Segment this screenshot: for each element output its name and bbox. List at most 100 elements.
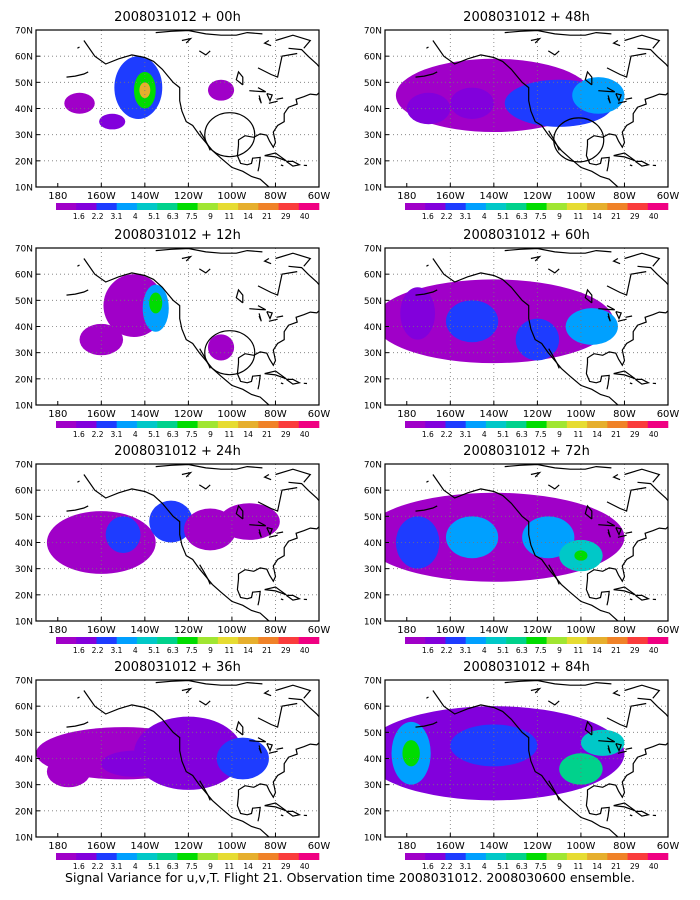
coastline bbox=[584, 70, 593, 86]
colorbar-label: 4 bbox=[133, 862, 138, 870]
colorbar-swatch bbox=[177, 421, 198, 428]
coastline bbox=[415, 289, 438, 296]
colorbar-swatch bbox=[177, 637, 198, 644]
coastline bbox=[328, 89, 335, 90]
colorbar-label: 6.3 bbox=[516, 862, 528, 870]
coastline bbox=[617, 100, 627, 104]
xtick-label: 100W bbox=[566, 191, 595, 202]
coastline bbox=[266, 527, 274, 537]
coastline bbox=[235, 504, 244, 520]
coastline bbox=[584, 504, 593, 520]
coastline bbox=[426, 46, 429, 49]
colorbar-swatch bbox=[607, 637, 628, 644]
plot-area bbox=[385, 680, 668, 837]
colorbar-label: 7.5 bbox=[186, 212, 198, 221]
coastline bbox=[288, 47, 319, 68]
xtick-label: 80W bbox=[264, 409, 287, 420]
plot-area bbox=[36, 464, 319, 621]
coastline bbox=[629, 382, 633, 385]
coastline bbox=[83, 40, 270, 187]
colorbar-swatch bbox=[425, 421, 446, 428]
panel-5: 2008031012 + 60h 10N 20N 30N 40N 50N 60N 70N 180… bbox=[364, 228, 680, 439]
ytick-label: 20N bbox=[15, 157, 33, 167]
colorbar-swatch bbox=[157, 203, 178, 210]
colorbar-swatch bbox=[627, 853, 649, 860]
coastline bbox=[268, 534, 278, 538]
xtick-label: 80W bbox=[613, 625, 636, 636]
coastline bbox=[629, 814, 633, 817]
colorbar-label: 9 bbox=[208, 646, 213, 655]
colorbar-label: 11 bbox=[574, 430, 584, 439]
ytick-label: 20N bbox=[364, 375, 382, 385]
colorbar-swatch bbox=[278, 421, 300, 428]
colorbar-label: 7.5 bbox=[186, 646, 198, 655]
colorbar-swatch bbox=[587, 203, 608, 210]
colorbar-swatch bbox=[116, 203, 138, 210]
panel-2: 2008031012 + 24h 10N 20N 30N 40N 50N 60N 70N 180… bbox=[15, 444, 331, 655]
variance-contour bbox=[574, 550, 588, 561]
colorbar-label: 21 bbox=[262, 862, 272, 870]
colorbar-swatch bbox=[217, 853, 239, 860]
coastline bbox=[607, 313, 611, 322]
variance-contour bbox=[218, 503, 280, 540]
colorbar-label: 21 bbox=[611, 862, 621, 870]
coastline bbox=[181, 471, 193, 478]
coastline bbox=[415, 71, 438, 78]
colorbar-label: 7.5 bbox=[535, 212, 547, 221]
colorbar-swatch bbox=[566, 853, 588, 860]
coastline bbox=[285, 378, 302, 385]
coastline bbox=[257, 52, 298, 78]
xtick-label: 140W bbox=[130, 409, 159, 420]
xtick-label: 60W bbox=[308, 191, 331, 202]
colorbar-swatch bbox=[177, 853, 198, 860]
coastline bbox=[615, 527, 623, 537]
colorbar-swatch bbox=[485, 853, 507, 860]
colorbar-label: 2.2 bbox=[441, 646, 453, 655]
colorbar-label: 1.6 bbox=[73, 430, 85, 439]
colorbar-label: 1.6 bbox=[73, 212, 85, 221]
coastline bbox=[236, 795, 261, 822]
colorbar-swatch bbox=[587, 637, 608, 644]
coastline bbox=[236, 579, 261, 606]
coastline bbox=[530, 37, 542, 44]
xtick-label: 160W bbox=[436, 841, 465, 852]
ytick-label: 20N bbox=[364, 807, 382, 817]
coastline bbox=[624, 34, 661, 49]
coastline bbox=[258, 313, 262, 322]
colorbar-label: 5.1 bbox=[497, 430, 509, 439]
ytick-label: 20N bbox=[15, 807, 33, 817]
coastline bbox=[612, 257, 621, 265]
colorbar-swatch bbox=[546, 853, 568, 860]
colorbar-swatch bbox=[425, 203, 446, 210]
ytick-label: 50N bbox=[364, 729, 382, 739]
coastline bbox=[585, 795, 610, 822]
coastline bbox=[586, 742, 668, 799]
coastline bbox=[83, 258, 270, 405]
colorbar-label: 21 bbox=[262, 212, 272, 221]
colorbar-swatch bbox=[587, 421, 608, 428]
coastline bbox=[263, 473, 272, 481]
coastline bbox=[677, 89, 684, 90]
colorbar-swatch bbox=[298, 421, 320, 428]
coastline bbox=[66, 71, 89, 78]
coastline bbox=[598, 521, 615, 527]
coastline bbox=[257, 271, 298, 296]
ytick-label: 70N bbox=[15, 27, 33, 37]
variance-field bbox=[79, 274, 235, 361]
variance-contour bbox=[79, 323, 124, 356]
coastline bbox=[432, 474, 619, 621]
colorbar-swatch bbox=[258, 203, 279, 210]
colorbar-label: 29 bbox=[281, 646, 291, 655]
colorbar-label: 4 bbox=[133, 430, 138, 439]
colorbar-label: 9 bbox=[557, 646, 562, 655]
colorbar-swatch bbox=[405, 637, 426, 644]
colorbar-swatch bbox=[647, 421, 669, 428]
xtick-label: 180 bbox=[397, 625, 416, 636]
xtick-label: 140W bbox=[130, 625, 159, 636]
colorbar-label: 2.2 bbox=[92, 212, 104, 221]
coastline bbox=[280, 598, 284, 601]
colorbar-label: 1.6 bbox=[422, 862, 434, 870]
colorbar-swatch bbox=[405, 421, 426, 428]
colorbar-swatch bbox=[197, 203, 219, 210]
variance-contour bbox=[572, 77, 625, 114]
